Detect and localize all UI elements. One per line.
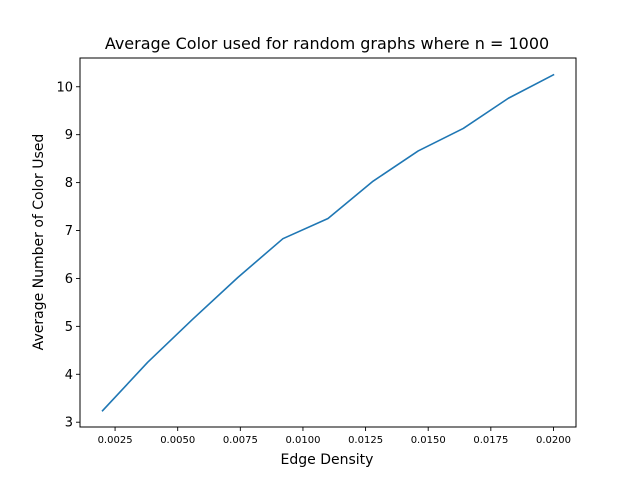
plot-area: 0.0025 0.0050 0.0075 0.0100 0.0125 0.0150 0.01…: [56, 57, 577, 446]
x-tick-label: 0.0025: [98, 435, 133, 446]
y-tick-label: 4: [65, 368, 73, 383]
y-tick-label: 5: [65, 320, 73, 335]
plot-frame: [79, 57, 577, 428]
y-tick-label: 3: [65, 416, 73, 431]
x-axis-label: Edge Density: [281, 452, 374, 468]
chart-title: Average Color used for random graphs whe…: [105, 34, 549, 53]
x-tick-label: 0.0150: [411, 435, 446, 446]
y-tick-label: 6: [65, 272, 73, 287]
y-axis-label: Average Number of Color Used: [31, 134, 47, 351]
y-tick-label: 9: [65, 128, 73, 143]
x-tick-label: 0.0050: [160, 435, 195, 446]
x-tick-label: 0.0125: [348, 435, 383, 446]
x-tick-label: 0.0200: [536, 435, 571, 446]
y-tick-label: 7: [65, 224, 73, 239]
x-tick-label: 0.0175: [473, 435, 508, 446]
x-tick-label: 0.0075: [223, 435, 258, 446]
x-tick-label: 0.0100: [285, 435, 320, 446]
series-line-0: [101, 73, 555, 412]
y-tick-label: 10: [56, 80, 73, 95]
y-tick-label: 8: [65, 176, 73, 191]
